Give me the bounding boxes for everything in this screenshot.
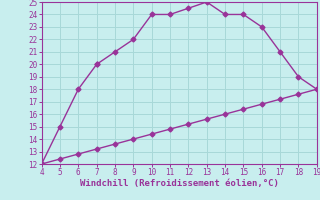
X-axis label: Windchill (Refroidissement éolien,°C): Windchill (Refroidissement éolien,°C) [80, 179, 279, 188]
